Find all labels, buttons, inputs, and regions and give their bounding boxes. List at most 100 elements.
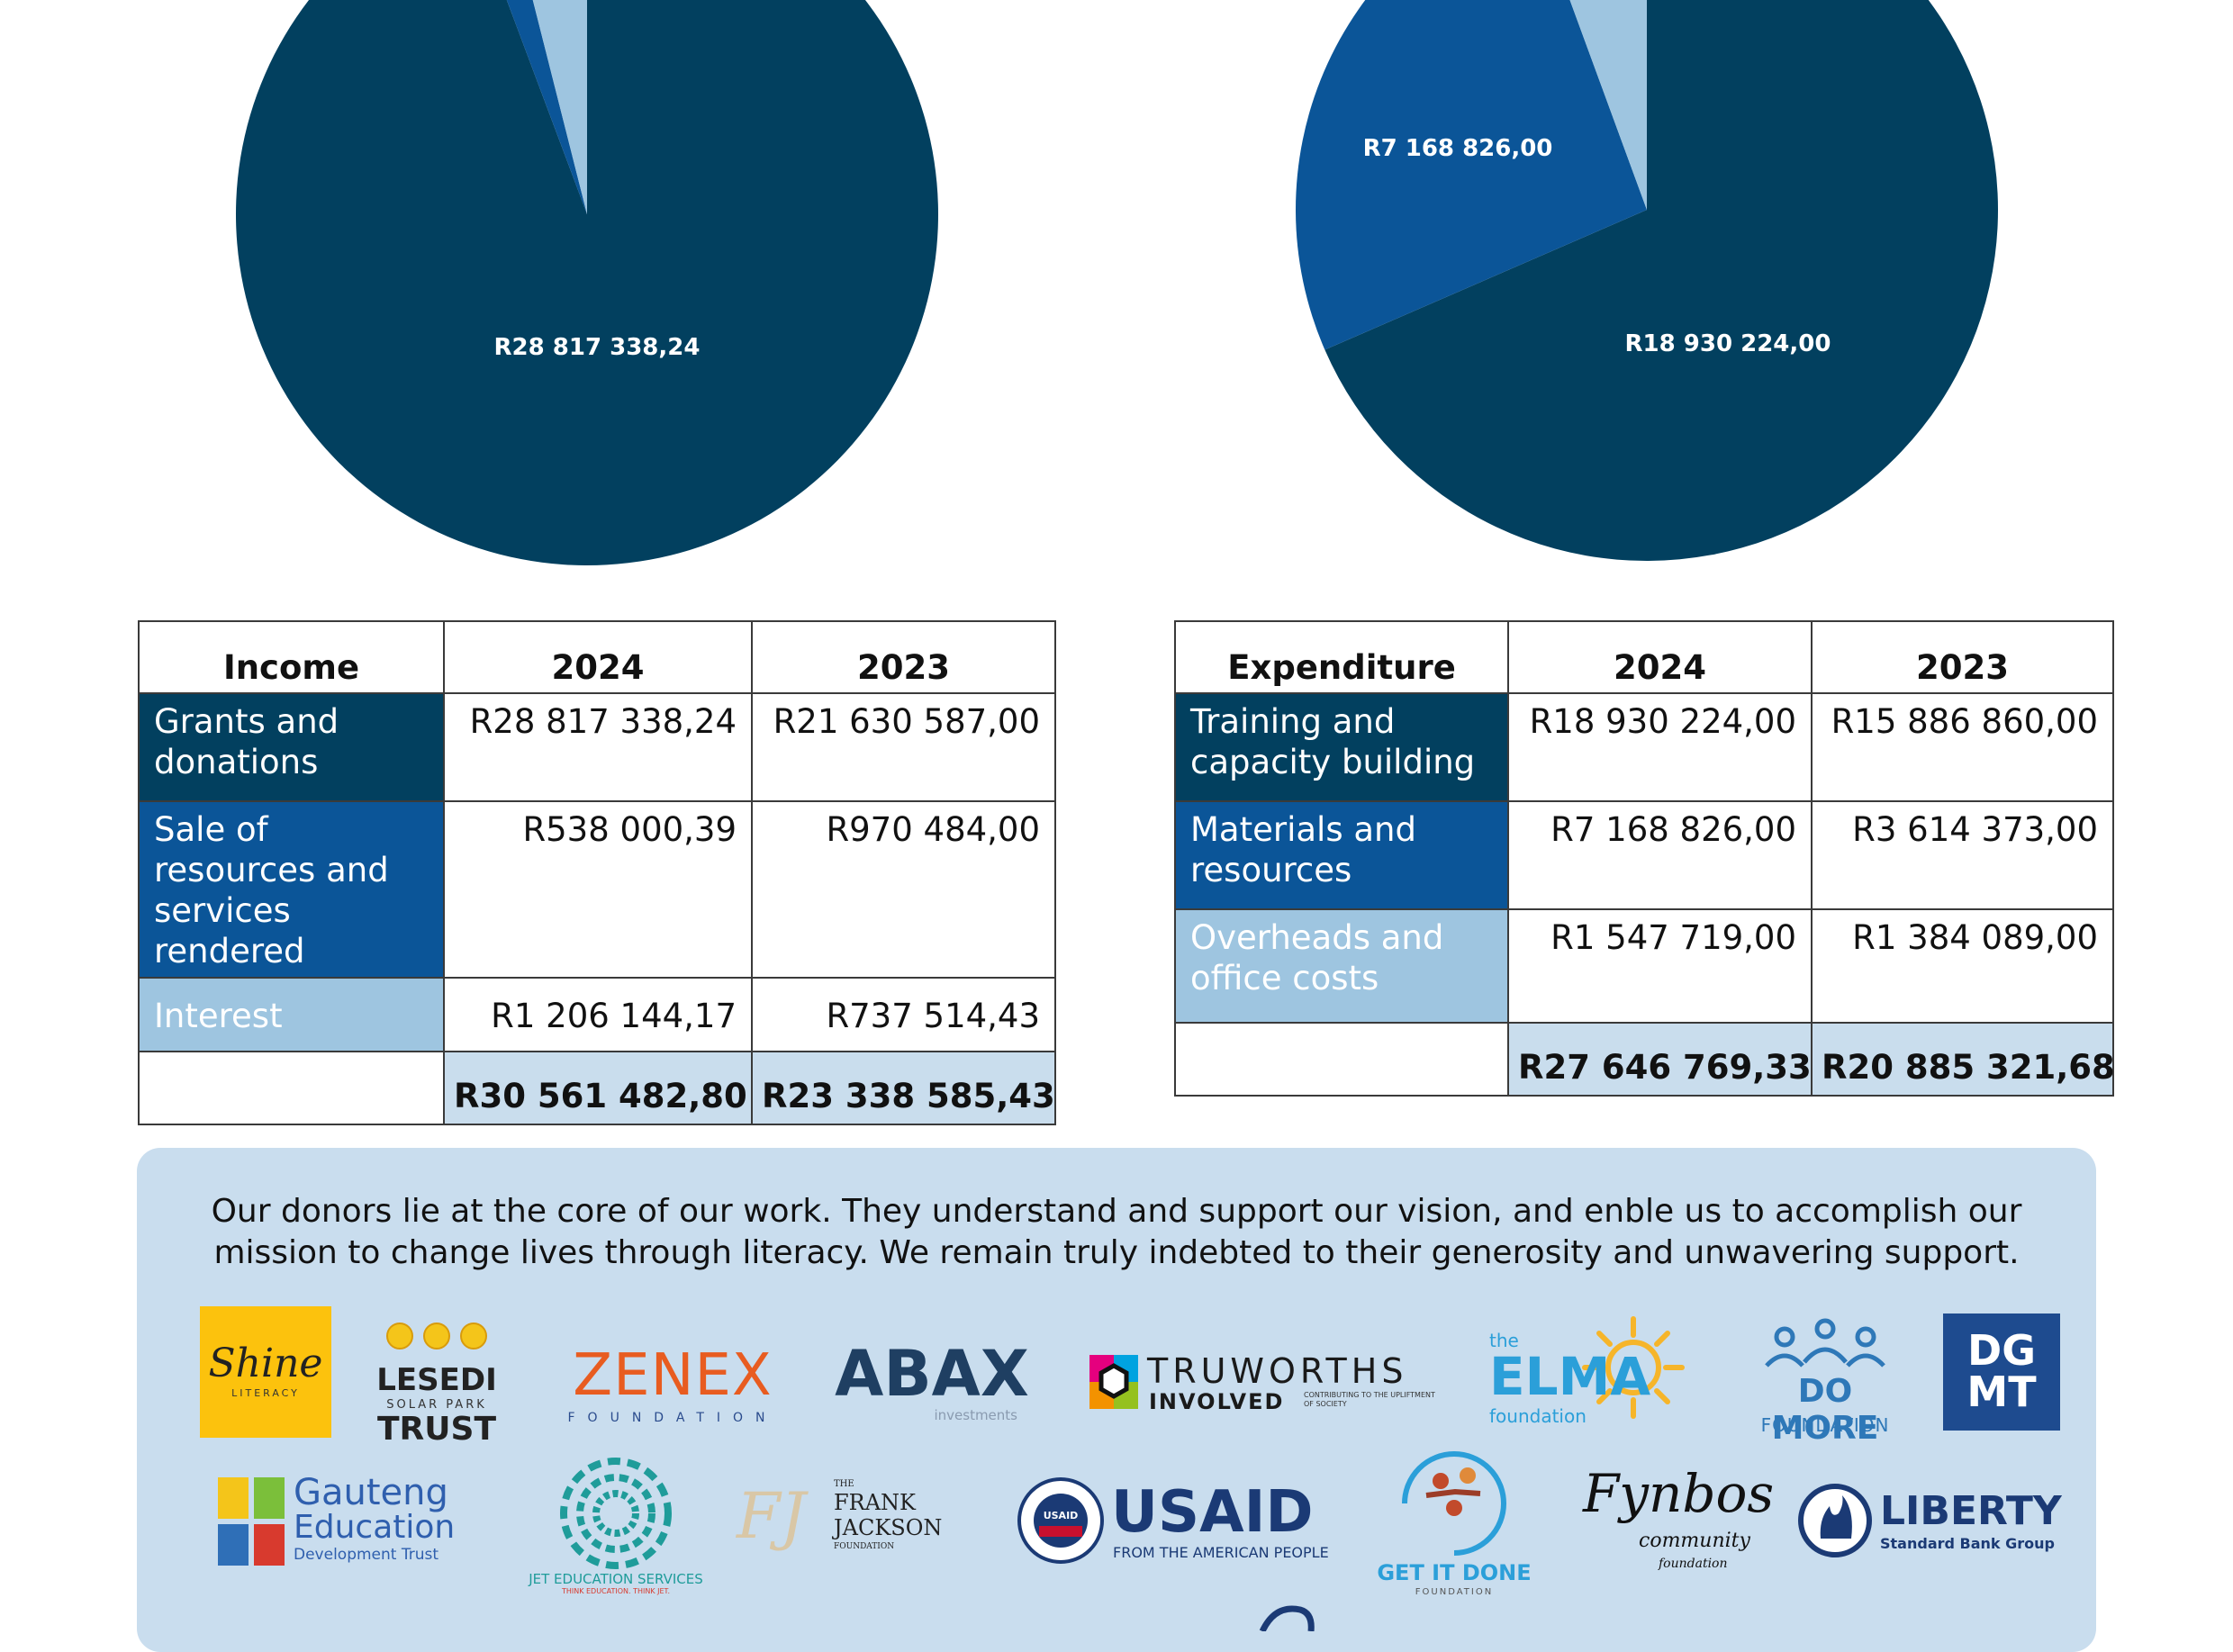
table-row: Interest R1 206 144,17 R737 514,43 — [138, 977, 1056, 1052]
lesedi-line3: TRUST — [377, 1411, 496, 1448]
income-value-2024: R1 206 144,17 — [443, 977, 753, 1052]
pie-slice-materials-and-resources — [1296, 0, 1647, 350]
frank-jackson-monogram: FJ — [737, 1479, 806, 1553]
expenditure-header-2024: 2024 — [1507, 620, 1813, 694]
expenditure-table: Expenditure 2024 2023 Training and capac… — [1174, 620, 2115, 1097]
income-value-2023: R21 630 587,00 — [751, 692, 1056, 802]
abax-name: ABAX — [835, 1337, 1029, 1411]
expenditure-total-empty — [1174, 1022, 1509, 1097]
dgmt-line1: DG — [1967, 1326, 2036, 1375]
elma-sun-icon — [1582, 1316, 1685, 1419]
do-more-people-icon — [1765, 1318, 1885, 1368]
expenditure-value-2024: R7 168 826,00 — [1507, 800, 1813, 910]
pie-data-label: R28 817 338,24 — [494, 334, 701, 361]
income-header-label: Income — [138, 620, 445, 694]
income-value-2024: R28 817 338,24 — [443, 692, 753, 802]
donors-statement: Our donors lie at the core of our work. … — [211, 1193, 2022, 1271]
zenex-sub: FOUNDATION — [567, 1411, 778, 1425]
income-total-2024: R30 561 482,80 — [443, 1051, 753, 1125]
expenditure-total-2024: R27 646 769,33 — [1507, 1022, 1813, 1097]
expenditure-total-2023: R20 885 321,68 — [1811, 1022, 2115, 1097]
truworths-line1: TRUWORTHS — [1147, 1351, 1408, 1391]
gauteng-line2: Education — [294, 1509, 456, 1546]
do-more-foundation-logo: DO MORE FOUNDATION — [1749, 1317, 1902, 1447]
usaid-sub: FROM THE AMERICAN PEOPLE — [1113, 1544, 1329, 1561]
shine-logo-sub: LITERACY — [231, 1387, 300, 1399]
table-row: Training and capacity building R18 930 2… — [1174, 692, 2114, 802]
elma-foundation-logo: the ELMA foundation — [1489, 1313, 1696, 1431]
jet-education-services-logo: JET EDUCATION SERVICES THINK EDUCATION. … — [499, 1450, 733, 1595]
expenditure-value-2023: R3 614 373,00 — [1811, 800, 2114, 910]
expenditure-value-2024: R1 547 719,00 — [1507, 908, 1813, 1024]
truworths-involved-logo: TRUWORTHS INVOLVED CONTRIBUTING TO THE U… — [1089, 1351, 1450, 1414]
pie-slice-grants-and-donations — [236, 0, 938, 565]
table-row: Materials and resources R7 168 826,00 R3… — [1174, 800, 2114, 910]
table-row: Overheads and office costs R1 547 719,00… — [1174, 908, 2114, 1024]
lesedi-line1: LESEDI — [376, 1362, 497, 1398]
pie-data-label: R18 930 224,00 — [1625, 330, 1831, 357]
zenex-foundation-logo: ZENEX FOUNDATION — [560, 1337, 785, 1427]
truworths-line3: CONTRIBUTING TO THE UPLIFTMENT OF SOCIET… — [1304, 1391, 1435, 1408]
usaid-name: USAID — [1111, 1479, 1314, 1546]
liberty-flame-icon — [1798, 1484, 1872, 1557]
liberty-name: LIBERTY — [1880, 1488, 2062, 1534]
gauteng-education-logo: Gauteng Education Development Trust — [216, 1474, 477, 1573]
get-it-done-foundation-logo: GET IT DONE FOUNDATION — [1369, 1436, 1540, 1607]
expenditure-value-2024: R18 930 224,00 — [1507, 692, 1813, 802]
frank-jackson-line4: FOUNDATION — [834, 1542, 895, 1551]
abax-investments-logo: ABAX investments — [828, 1337, 1035, 1427]
elma-name: ELMA — [1489, 1346, 1651, 1407]
income-row-label: Interest — [138, 977, 445, 1052]
gauteng-children-icon — [218, 1477, 285, 1566]
lesedi-sun-faces-icon — [386, 1323, 487, 1350]
pie-slice-overheads-and-office-costs — [1569, 0, 1647, 210]
income-header-2024: 2024 — [443, 620, 753, 694]
usaid-logo: USAID USAID FROM THE AMERICAN PEOPLE — [1016, 1476, 1331, 1575]
expenditure-value-2023: R1 384 089,00 — [1811, 908, 2114, 1024]
income-pie-chart: R28 817 338,24 — [236, 0, 938, 565]
do-more-name: DO MORE — [1771, 1373, 1879, 1447]
elma-the: the — [1489, 1330, 1519, 1351]
income-value-2023: R737 514,43 — [751, 977, 1056, 1052]
donors-panel: Our donors lie at the core of our work. … — [137, 1148, 2096, 1652]
elma-sub: foundation — [1489, 1405, 1587, 1427]
income-value-2024: R538 000,39 — [443, 800, 753, 979]
expenditure-row-label: Training and capacity building — [1174, 692, 1509, 802]
liberty-sub: Standard Bank Group — [1880, 1535, 2055, 1552]
income-table: Income 2024 2023 Grants and donations R2… — [138, 620, 1056, 1125]
usaid-seal-text: USAID — [1043, 1510, 1079, 1521]
income-total-row: R30 561 482,80 R23 338 585,43 — [138, 1051, 1056, 1125]
abax-sub: investments — [934, 1407, 1017, 1423]
fynbos-line3: foundation — [1659, 1557, 1728, 1571]
get-it-done-sub: FOUNDATION — [1415, 1587, 1494, 1597]
zenex-name: ZENEX — [573, 1342, 773, 1409]
partial-logo-icon — [1259, 1605, 1315, 1631]
income-total-2023: R23 338 585,43 — [751, 1051, 1056, 1125]
income-row-label: Grants and donations — [138, 692, 445, 802]
expenditure-header-label: Expenditure — [1174, 620, 1509, 694]
dgmt-line2: MT — [1966, 1368, 2037, 1416]
expenditure-total-row: R27 646 769,33 R20 885 321,68 — [1174, 1022, 2115, 1097]
get-it-done-name: GET IT DONE — [1377, 1560, 1532, 1585]
liberty-standard-bank-logo: LIBERTY Standard Bank Group — [1797, 1483, 2067, 1564]
expenditure-pie-chart: R18 930 224,00 R7 168 826,00 — [1296, 0, 1998, 561]
shine-literacy-logo: Shine LITERACY — [200, 1306, 331, 1438]
lesedi-line2: SOLAR PARK — [386, 1398, 487, 1412]
fynbos-community-foundation-logo: Fynbos community foundation — [1583, 1454, 1774, 1589]
gauteng-line3: Development Trust — [294, 1546, 439, 1564]
truworths-hexagon-icon — [1089, 1355, 1138, 1409]
pie-slice-training-and-capacity-building — [1324, 0, 1998, 561]
income-header-2023: 2023 — [751, 620, 1056, 694]
pie-slice-interest — [532, 0, 587, 214]
usaid-seal-icon — [1017, 1477, 1104, 1564]
frank-jackson-line2: FRANK — [834, 1490, 916, 1515]
lesedi-trust-logo: LESEDI SOLAR PARK TRUST — [369, 1321, 504, 1448]
income-table-header: Income 2024 2023 — [138, 620, 1056, 694]
expenditure-value-2023: R15 886 860,00 — [1811, 692, 2114, 802]
do-more-sub: FOUNDATION — [1760, 1414, 1890, 1436]
expenditure-header-2023: 2023 — [1811, 620, 2114, 694]
expenditure-row-label: Materials and resources — [1174, 800, 1509, 910]
frank-jackson-foundation-logo: FJ THE FRANK JACKSON FOUNDATION — [737, 1472, 962, 1571]
pie-slice-sale-of-resources-and-services-rendered — [506, 0, 587, 214]
income-value-2023: R970 484,00 — [751, 800, 1056, 979]
